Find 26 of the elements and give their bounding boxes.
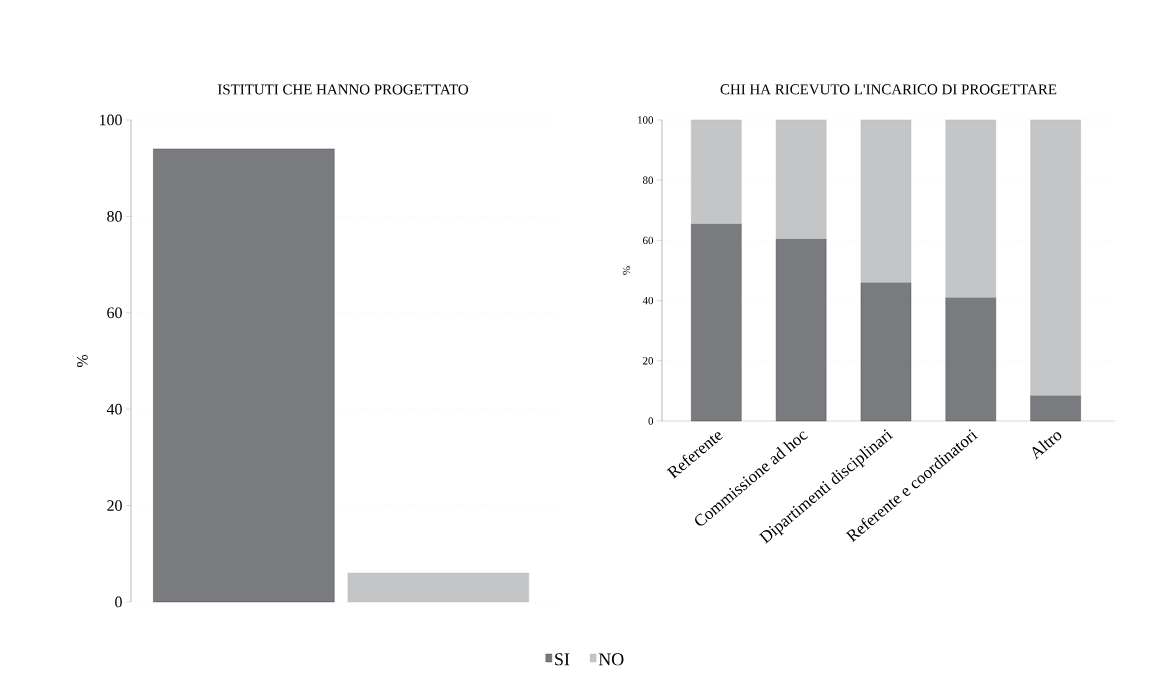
y-tick-label: 40 [106, 403, 122, 415]
legend-label: SI [555, 653, 570, 666]
y-tick-label: 20 [643, 357, 654, 365]
y-axis-title: % [622, 266, 631, 275]
legend-label: NO [598, 653, 624, 666]
y-tick-label: 40 [642, 296, 654, 305]
y-tick-label: 80 [107, 211, 122, 222]
bar [691, 223, 742, 422]
chart-title: CHI HA RICEVUTO L'INCARICO DI PROGETTARE [720, 84, 1057, 95]
chart-title: ISTITUTI CHE HANNO PROGETTATO [217, 84, 469, 95]
y-tick-label: 60 [107, 307, 122, 319]
y-tick-label: 0 [115, 596, 122, 608]
bar [1030, 395, 1081, 422]
bar [945, 297, 997, 422]
y-tick-label: 20 [107, 500, 122, 511]
y-tick-label: 100 [638, 116, 654, 124]
x-tick-label: Altro [1032, 432, 1062, 460]
y-tick-label: 100 [99, 114, 122, 126]
bar [860, 282, 912, 422]
y-axis-title: % [76, 354, 88, 368]
bar [860, 119, 912, 283]
bar [1030, 119, 1081, 396]
y-tick-label: 80 [642, 176, 654, 184]
y-tick-label: 60 [643, 236, 654, 245]
y-tick-label: 0 [648, 417, 654, 425]
bar [775, 238, 827, 422]
